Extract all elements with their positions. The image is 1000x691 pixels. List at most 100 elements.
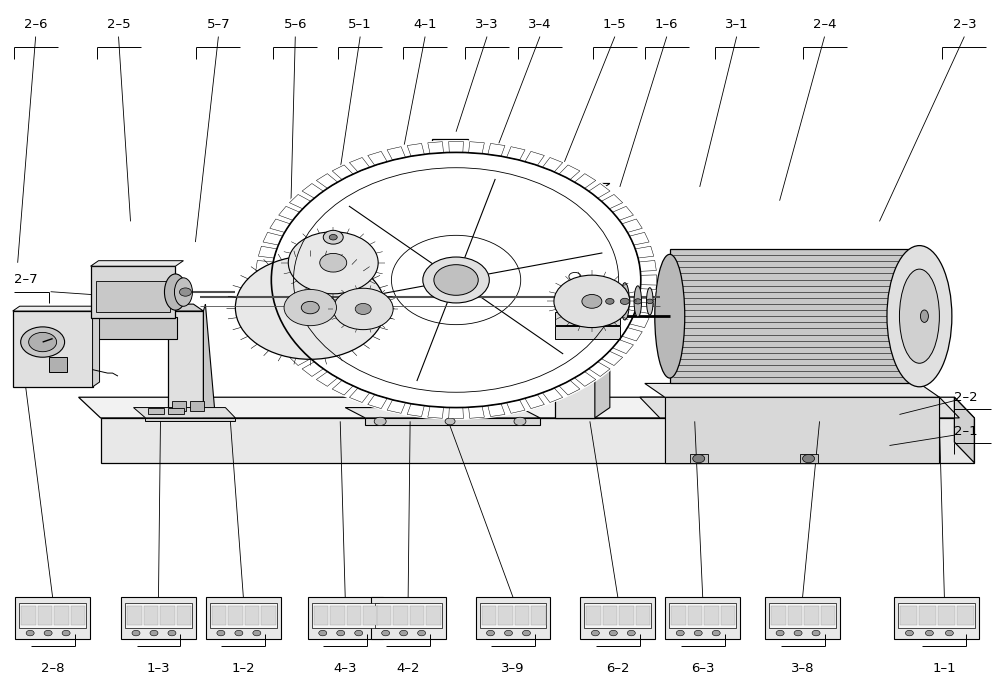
Bar (515, 606, 529, 625)
Text: 4–2: 4–2 (396, 662, 420, 675)
Bar (190, 401, 204, 411)
Polygon shape (134, 408, 235, 418)
Text: 1–6: 1–6 (655, 18, 679, 31)
Text: 1–3: 1–3 (147, 662, 170, 675)
Polygon shape (203, 304, 215, 418)
Bar (669, 603, 736, 628)
Polygon shape (91, 261, 183, 266)
Bar (769, 603, 836, 628)
Bar (160, 606, 175, 625)
Bar (765, 597, 840, 638)
Text: 3–4: 3–4 (528, 18, 552, 31)
Text: 5–7: 5–7 (207, 18, 230, 31)
Bar (410, 606, 424, 625)
Polygon shape (407, 404, 424, 417)
Polygon shape (589, 184, 610, 198)
Bar (308, 597, 383, 638)
Ellipse shape (606, 284, 614, 319)
Polygon shape (368, 151, 387, 165)
Bar (426, 606, 441, 625)
Ellipse shape (634, 286, 642, 317)
Bar (363, 606, 378, 625)
Polygon shape (543, 158, 563, 172)
Polygon shape (665, 397, 939, 463)
Circle shape (288, 231, 378, 294)
Polygon shape (589, 362, 610, 377)
Text: 6–2: 6–2 (606, 662, 630, 675)
Polygon shape (639, 261, 656, 272)
Bar (919, 606, 936, 625)
Bar (148, 408, 164, 415)
Polygon shape (79, 397, 974, 418)
Circle shape (320, 254, 347, 272)
Ellipse shape (920, 310, 928, 323)
Circle shape (905, 630, 913, 636)
Polygon shape (279, 340, 300, 354)
Polygon shape (622, 219, 642, 232)
Circle shape (569, 272, 581, 281)
Text: 6–3: 6–3 (691, 662, 714, 675)
Polygon shape (428, 406, 443, 418)
Bar (71, 606, 85, 625)
Bar (15, 597, 90, 638)
Polygon shape (601, 194, 623, 209)
Circle shape (132, 630, 140, 636)
Polygon shape (289, 351, 311, 366)
Polygon shape (258, 302, 277, 314)
Bar (393, 606, 408, 625)
Bar (96, 281, 170, 312)
Bar (665, 597, 740, 638)
Circle shape (235, 256, 385, 359)
Polygon shape (93, 306, 100, 387)
Polygon shape (630, 315, 649, 328)
Text: 2–6: 2–6 (24, 18, 47, 31)
Bar (555, 326, 620, 339)
Circle shape (794, 630, 802, 636)
Circle shape (945, 630, 953, 636)
Polygon shape (622, 328, 642, 341)
Polygon shape (639, 289, 656, 299)
Bar (603, 606, 617, 625)
Text: 2–8: 2–8 (41, 662, 64, 675)
Polygon shape (407, 144, 424, 156)
Circle shape (418, 630, 426, 636)
Text: 1–2: 1–2 (232, 662, 255, 675)
Bar (314, 606, 328, 625)
Circle shape (235, 630, 243, 636)
Circle shape (217, 630, 225, 636)
Polygon shape (349, 158, 370, 172)
Circle shape (323, 230, 343, 244)
Text: 2–1: 2–1 (954, 425, 978, 438)
Polygon shape (488, 404, 505, 417)
Bar (125, 603, 192, 628)
Polygon shape (469, 142, 484, 153)
Polygon shape (507, 400, 525, 413)
Polygon shape (488, 144, 505, 156)
Bar (261, 606, 276, 625)
Circle shape (337, 630, 345, 636)
Polygon shape (270, 219, 290, 232)
Bar (498, 606, 513, 625)
Circle shape (776, 630, 784, 636)
Bar (375, 603, 442, 628)
Bar (312, 603, 379, 628)
Circle shape (374, 417, 386, 426)
Bar (168, 408, 184, 415)
Text: 3–9: 3–9 (501, 662, 525, 675)
Polygon shape (640, 397, 959, 418)
Polygon shape (263, 315, 283, 328)
Circle shape (434, 265, 478, 295)
Bar (371, 597, 446, 638)
Bar (636, 606, 650, 625)
Polygon shape (559, 380, 580, 395)
Circle shape (29, 332, 57, 352)
Polygon shape (543, 388, 563, 402)
Text: 1–1: 1–1 (933, 662, 956, 675)
Polygon shape (595, 193, 610, 418)
Circle shape (355, 630, 363, 636)
Polygon shape (368, 395, 387, 408)
Circle shape (284, 290, 336, 325)
Circle shape (627, 630, 635, 636)
Text: 3–3: 3–3 (475, 18, 499, 31)
Ellipse shape (899, 269, 939, 363)
